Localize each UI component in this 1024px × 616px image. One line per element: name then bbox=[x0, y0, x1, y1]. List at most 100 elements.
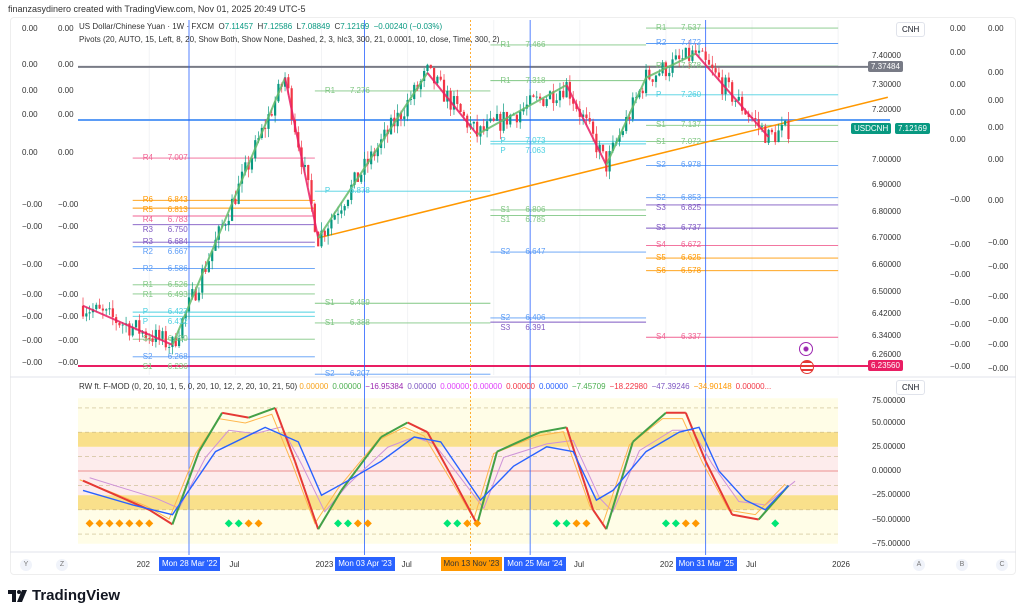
pivot-level-name: R4 bbox=[142, 215, 153, 225]
candle-body bbox=[462, 111, 465, 116]
tradingview-logo[interactable]: TradingView bbox=[8, 587, 120, 604]
osc-diamond-marker bbox=[463, 519, 472, 528]
candle-body bbox=[336, 213, 340, 216]
candle-body bbox=[138, 320, 141, 334]
corner-a[interactable]: A bbox=[913, 559, 925, 571]
right-scale-label: 0.00 bbox=[950, 80, 966, 89]
indicator-name[interactable]: RW ft. F-MOD (0, 20, 10, 1, 5, 0, 20, 10… bbox=[79, 382, 298, 391]
candle-body bbox=[290, 88, 293, 120]
high-label: H bbox=[257, 22, 264, 31]
osc-diamond-marker bbox=[473, 519, 482, 528]
osc-fast-segment bbox=[221, 411, 249, 419]
osc-fast-segment bbox=[317, 489, 343, 530]
right-scale-label: −0.00 bbox=[988, 238, 1009, 247]
last-price-tag: 7.12169 bbox=[895, 123, 930, 135]
pivot-level-value: 6.391 bbox=[525, 322, 546, 332]
indicator-legend[interactable]: RW ft. F-MOD (0, 20, 10, 1, 5, 0, 20, 10… bbox=[79, 382, 775, 392]
candle-body bbox=[784, 120, 787, 125]
left-scale-label: −0.00 bbox=[58, 260, 79, 269]
candle-body bbox=[688, 47, 691, 61]
candle-body bbox=[509, 114, 512, 125]
candle-body bbox=[310, 180, 313, 204]
candle-body bbox=[121, 324, 124, 326]
high-value: 7.12586 bbox=[263, 22, 293, 31]
left-scale-label: −0.00 bbox=[58, 312, 79, 321]
candle-body bbox=[724, 77, 727, 95]
candle-body bbox=[641, 90, 644, 94]
candle-body bbox=[340, 210, 343, 214]
candle-body bbox=[158, 329, 161, 339]
osc-fast-segment bbox=[565, 427, 595, 511]
price-axis-label: 6.60000 bbox=[872, 259, 901, 269]
osc-fast-segment bbox=[704, 460, 734, 516]
currency-button[interactable]: CNH bbox=[896, 22, 926, 37]
us-flag-event-icon[interactable] bbox=[800, 360, 814, 374]
osc-diamond-marker bbox=[244, 519, 253, 528]
osc-diamond-marker bbox=[552, 519, 561, 528]
pivot-level-value: 7.260 bbox=[681, 89, 702, 99]
candle-body bbox=[558, 90, 562, 101]
symbol-tag[interactable]: USDCNH bbox=[851, 123, 892, 135]
candle-body bbox=[164, 331, 167, 348]
right-scale-label: −0.00 bbox=[988, 316, 1009, 325]
candle-body bbox=[436, 76, 439, 84]
indicator-value: −16.95384 bbox=[365, 382, 404, 391]
candle-body bbox=[197, 292, 201, 301]
candle-body bbox=[668, 72, 671, 77]
high-line-price-tag: 7.37484 bbox=[868, 60, 903, 72]
osc-diamond-marker bbox=[135, 519, 144, 528]
right-scale-label: 0.00 bbox=[988, 96, 1004, 105]
candle-body bbox=[88, 312, 91, 314]
osc-diamond-marker bbox=[95, 519, 104, 528]
candle-body bbox=[442, 79, 446, 102]
time-axis-label: 202 bbox=[136, 560, 150, 569]
indicator-currency-button[interactable]: CNH bbox=[896, 380, 926, 395]
osc-blue-line bbox=[82, 426, 789, 516]
right-scale-label: 0.00 bbox=[950, 48, 966, 57]
pivot-level-name: S1 bbox=[500, 214, 511, 224]
zigzag-segment bbox=[476, 84, 568, 136]
candle-body bbox=[684, 47, 687, 59]
time-marker-label: Mon 28 Mar '22 bbox=[159, 557, 221, 571]
candle-body bbox=[671, 59, 674, 73]
osc-fast-segment bbox=[592, 509, 608, 530]
corner-b[interactable]: B bbox=[956, 559, 968, 571]
candle-body bbox=[519, 111, 522, 123]
trendline bbox=[317, 96, 889, 239]
osc-orange-line bbox=[79, 413, 786, 525]
candle-body bbox=[174, 336, 177, 347]
osc-fast-segment bbox=[539, 426, 567, 434]
corner-y[interactable]: Y bbox=[20, 559, 32, 571]
candle-body bbox=[711, 64, 714, 69]
lightning-event-icon[interactable] bbox=[799, 342, 813, 356]
chart-container[interactable] bbox=[10, 17, 1016, 575]
pivot-level-value: 6.843 bbox=[167, 195, 188, 205]
corner-c[interactable]: C bbox=[996, 559, 1008, 571]
pivot-level-value: 6.978 bbox=[681, 160, 702, 170]
candle-body bbox=[323, 230, 326, 236]
candle-body bbox=[628, 116, 631, 120]
zigzag-segment bbox=[645, 52, 697, 79]
pivot-level-value: 6.330 bbox=[167, 334, 188, 344]
osc-fast-segment bbox=[684, 412, 707, 462]
pivot-level-name: S1 bbox=[142, 361, 153, 371]
candle-body bbox=[744, 110, 747, 115]
candle-body bbox=[618, 135, 621, 142]
candle-body bbox=[317, 231, 320, 247]
candle-body bbox=[376, 148, 379, 157]
symbol-legend[interactable]: US Dollar/Chinese Yuan · 1W · FXCM O7.11… bbox=[79, 22, 442, 32]
pivots-legend[interactable]: Pivots (20, AUTO, 15, Left, 8, 20, Show … bbox=[79, 35, 500, 44]
indicator-value: −34.90148 bbox=[693, 382, 732, 391]
zigzag-segment bbox=[694, 52, 770, 138]
time-marker-label: Mon 13 Nov '23 bbox=[440, 557, 503, 571]
pivot-level-value: 7.063 bbox=[525, 146, 546, 156]
pivot-level-value: 7.318 bbox=[525, 75, 546, 85]
left-scale-label: −0.00 bbox=[58, 290, 79, 299]
candle-body bbox=[545, 99, 548, 106]
corner-z[interactable]: Z bbox=[56, 559, 68, 571]
symbol-title[interactable]: US Dollar/Chinese Yuan · 1W · FXCM bbox=[79, 22, 215, 31]
candle-body bbox=[168, 347, 171, 348]
pivot-level-value: 7.137 bbox=[681, 120, 702, 130]
candle-body bbox=[678, 55, 681, 59]
